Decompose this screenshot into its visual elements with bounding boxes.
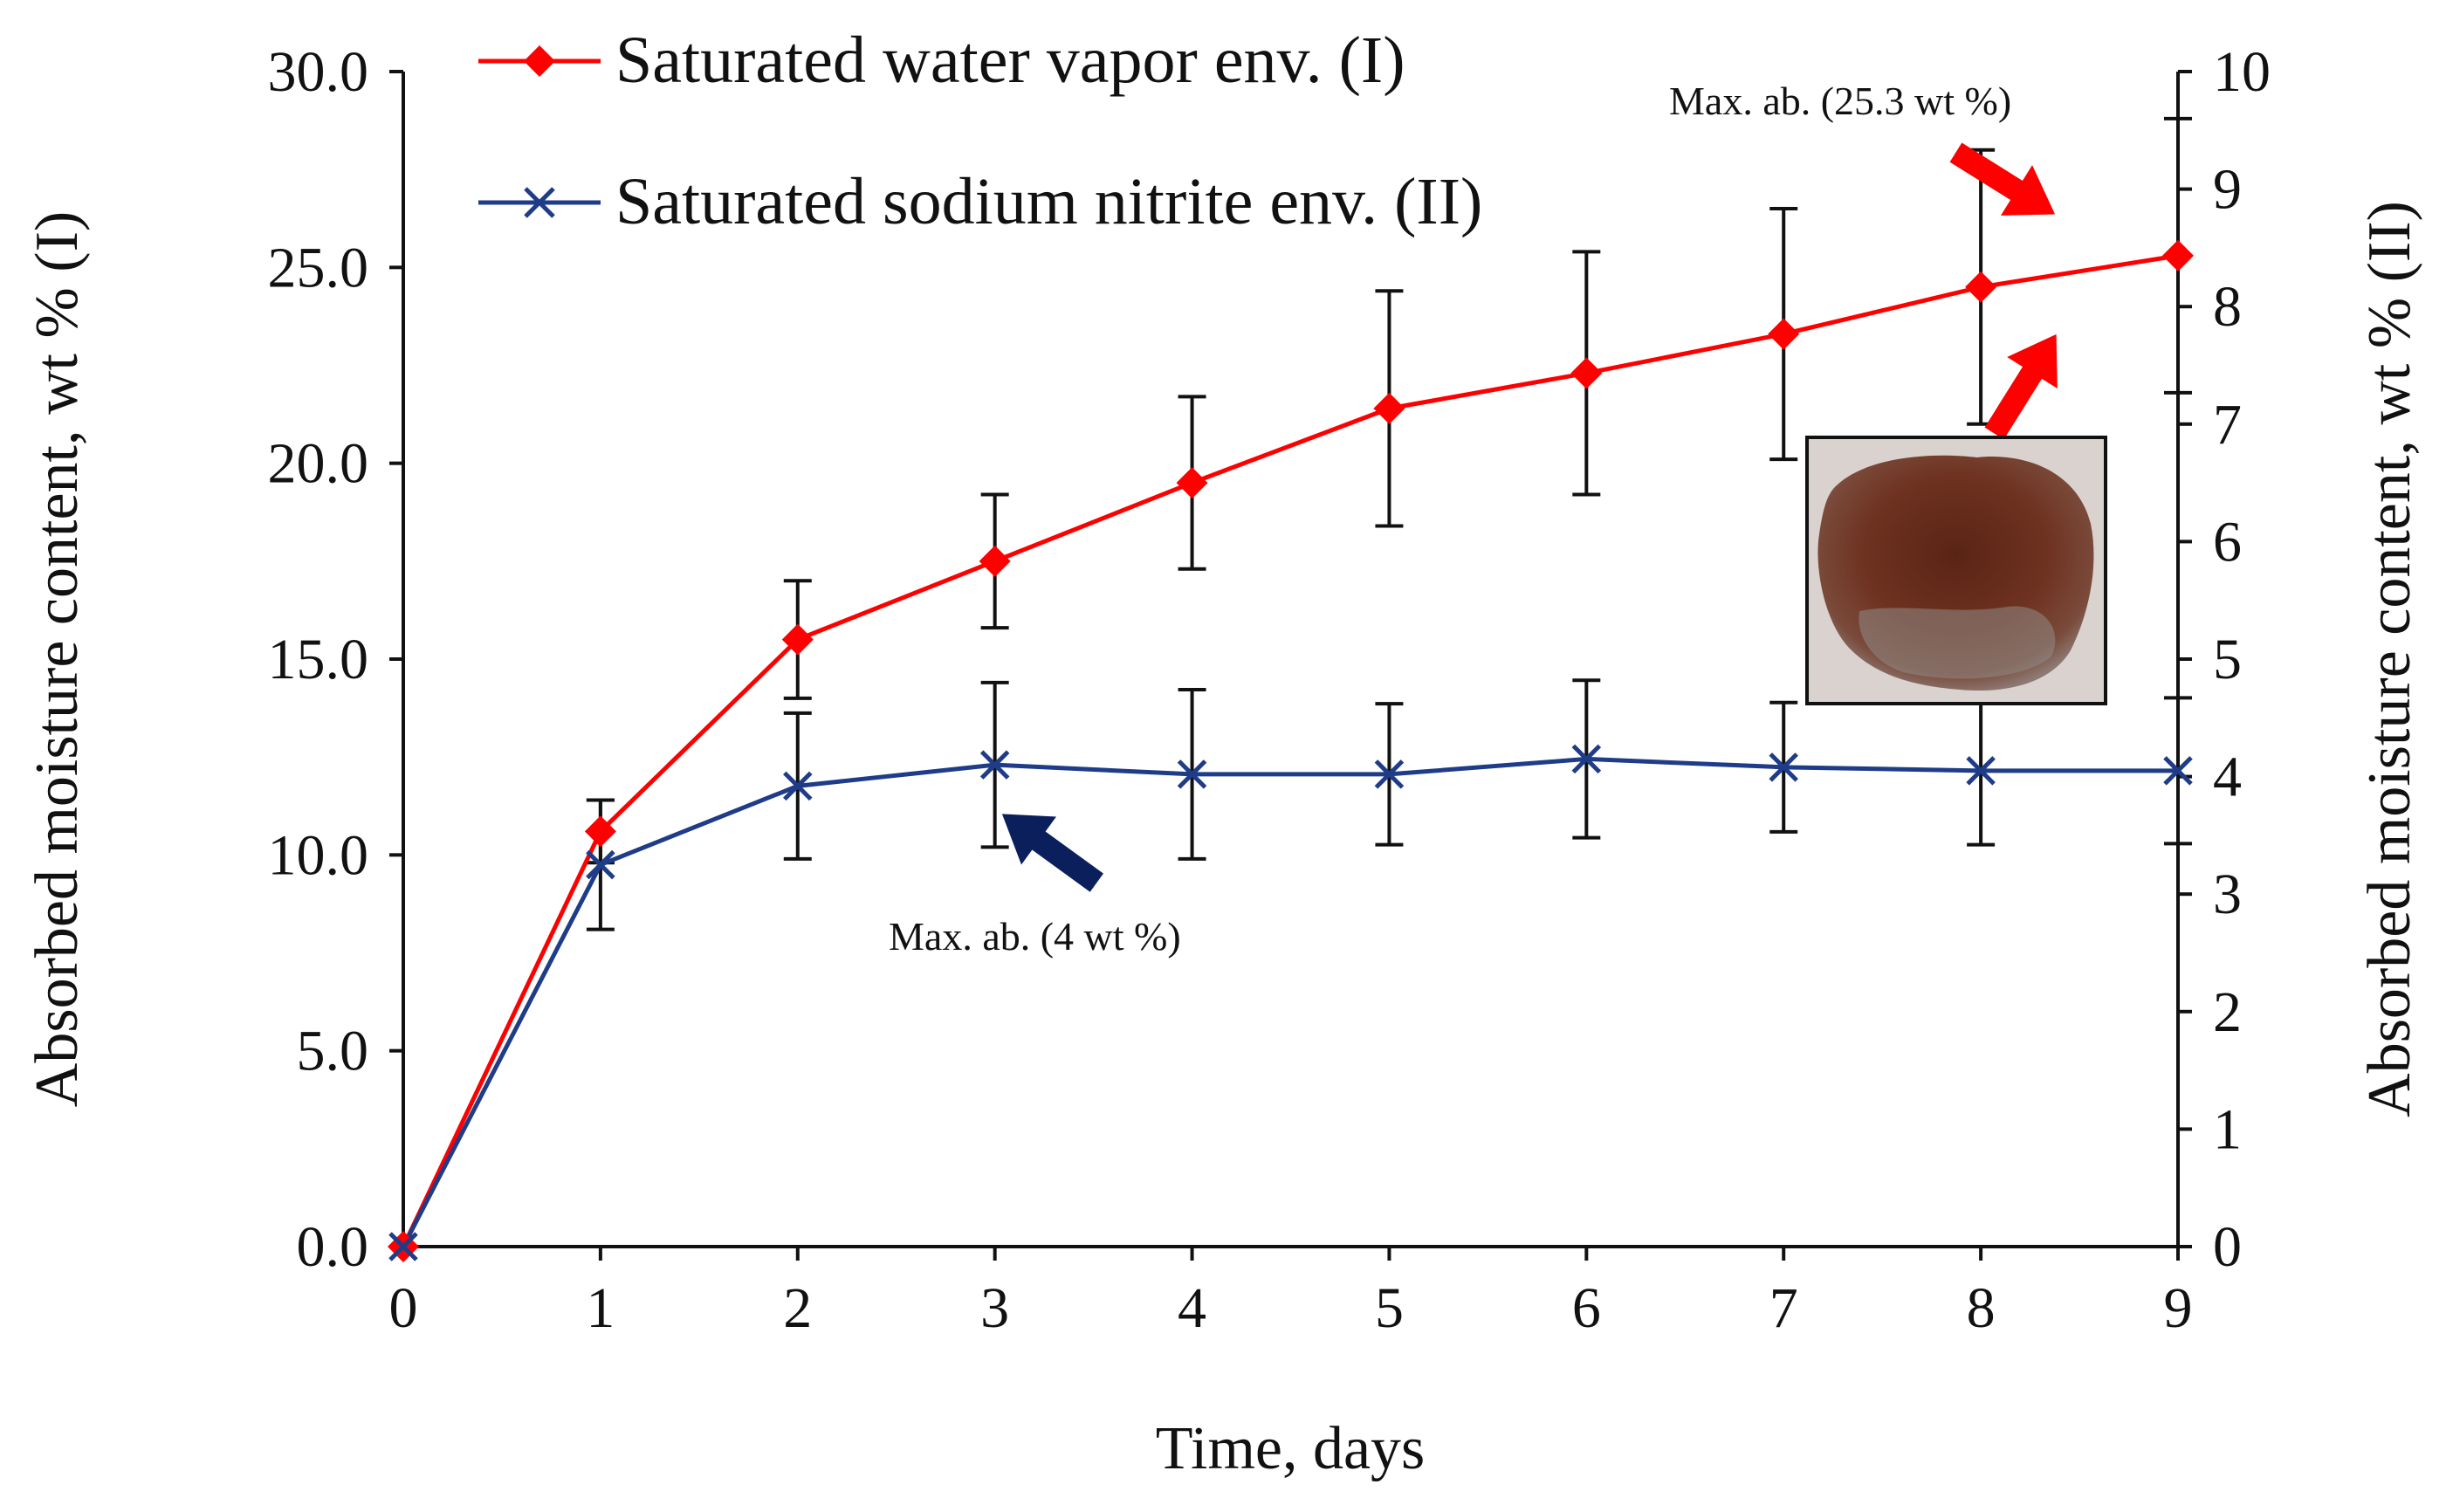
y-right-tick-label: 6 [2213,510,2242,574]
y-left-tick-label: 15.0 [268,628,369,691]
y-right-tick-label: 4 [2213,746,2242,809]
x-tick-label: 8 [1967,1276,1996,1340]
data-point-nitrite [1966,756,1996,786]
series-lines [401,253,2179,1248]
legend: Saturated water vapor env. (I) Saturated… [478,24,1482,238]
y-right-tick-label: 9 [2213,158,2242,222]
sample-photo-inset [1805,436,2107,705]
x-tick-label: 9 [2164,1276,2193,1340]
y-right-tick-label: 5 [2213,628,2242,691]
x-tick-label: 7 [1769,1276,1798,1340]
data-point-water [979,545,1011,577]
data-point-nitrite [783,771,813,801]
x-tick-label: 5 [1375,1276,1404,1340]
data-point-nitrite [388,1232,418,1261]
data-point-water [1176,467,1208,499]
x-tick-label: 4 [1178,1276,1206,1340]
y-left-tick-label: 10.0 [268,823,369,887]
y-axis-title-right: Absorbed moisture content, wt % (II) [2356,201,2423,1117]
data-point-nitrite [1177,759,1207,789]
x-tick-label: 0 [389,1276,418,1340]
y-right-tick-label: 10 [2213,40,2271,104]
data-point-water [1965,271,1997,303]
data-point-nitrite [1374,759,1405,789]
legend-marker-nitrite [524,187,555,218]
y-right-tick-label: 2 [2213,980,2242,1044]
tick-marks [389,70,2192,1261]
legend-label-nitrite: Saturated sodium nitrite env. (II) [615,165,1482,238]
y-right-tick-label: 0 [2213,1215,2242,1279]
y-left-tick-label: 20.0 [268,432,369,496]
tick-labels: 0 1 2 3 4 5 6 7 8 9 0.0 5.0 10.0 15.0 20.0 25.0 30.0 0 1 2 3… [268,40,2271,1340]
y-axis-title-left: Absorbed moisture content, wt % (I) [24,211,91,1107]
y-left-tick-label: 25.0 [268,236,369,299]
data-point-nitrite [586,849,615,880]
y-left-tick-label: 0.0 [297,1215,369,1279]
data-point-water [1570,357,1603,389]
data-point-water [2162,239,2194,271]
data-point-nitrite [1571,744,1602,774]
max-absorption-label-nitrite: Max. ab. (4 wt %) [889,914,1181,959]
y-right-tick-label: 7 [2213,393,2242,457]
data-point-water [781,623,814,656]
x-axis-title: Time, days [1156,1415,1426,1482]
y-left-tick-label: 30.0 [268,40,369,104]
x-tick-label: 3 [980,1276,1009,1340]
y-right-tick-label: 8 [2213,275,2242,339]
max-absorption-label-water: Max. ab. (25.3 wt %) [1669,79,2011,123]
data-point-water [584,815,616,848]
annotation-arrow-water-bottom [1984,333,2058,440]
series-line-nitrite [401,756,2178,1248]
y-right-tick-label: 3 [2213,863,2242,926]
x-tick-label: 6 [1572,1276,1601,1340]
series-markers [388,239,2194,1262]
x-tick-label: 2 [783,1276,812,1340]
legend-marker-water [524,45,555,77]
series-line-water [401,253,2179,1248]
data-point-water [1373,392,1405,424]
y-left-tick-label: 5.0 [297,1020,369,1083]
legend-label-water: Saturated water vapor env. (I) [615,24,1405,97]
data-point-nitrite [1769,753,1798,782]
y-right-tick-label: 1 [2213,1097,2242,1161]
data-point-nitrite [2163,756,2193,786]
annotation-arrow-water-top [1949,142,2056,216]
data-point-nitrite [979,750,1010,780]
x-tick-label: 1 [586,1276,615,1340]
annotation-arrow-nitrite [1001,814,1103,892]
data-point-water [1768,318,1800,350]
